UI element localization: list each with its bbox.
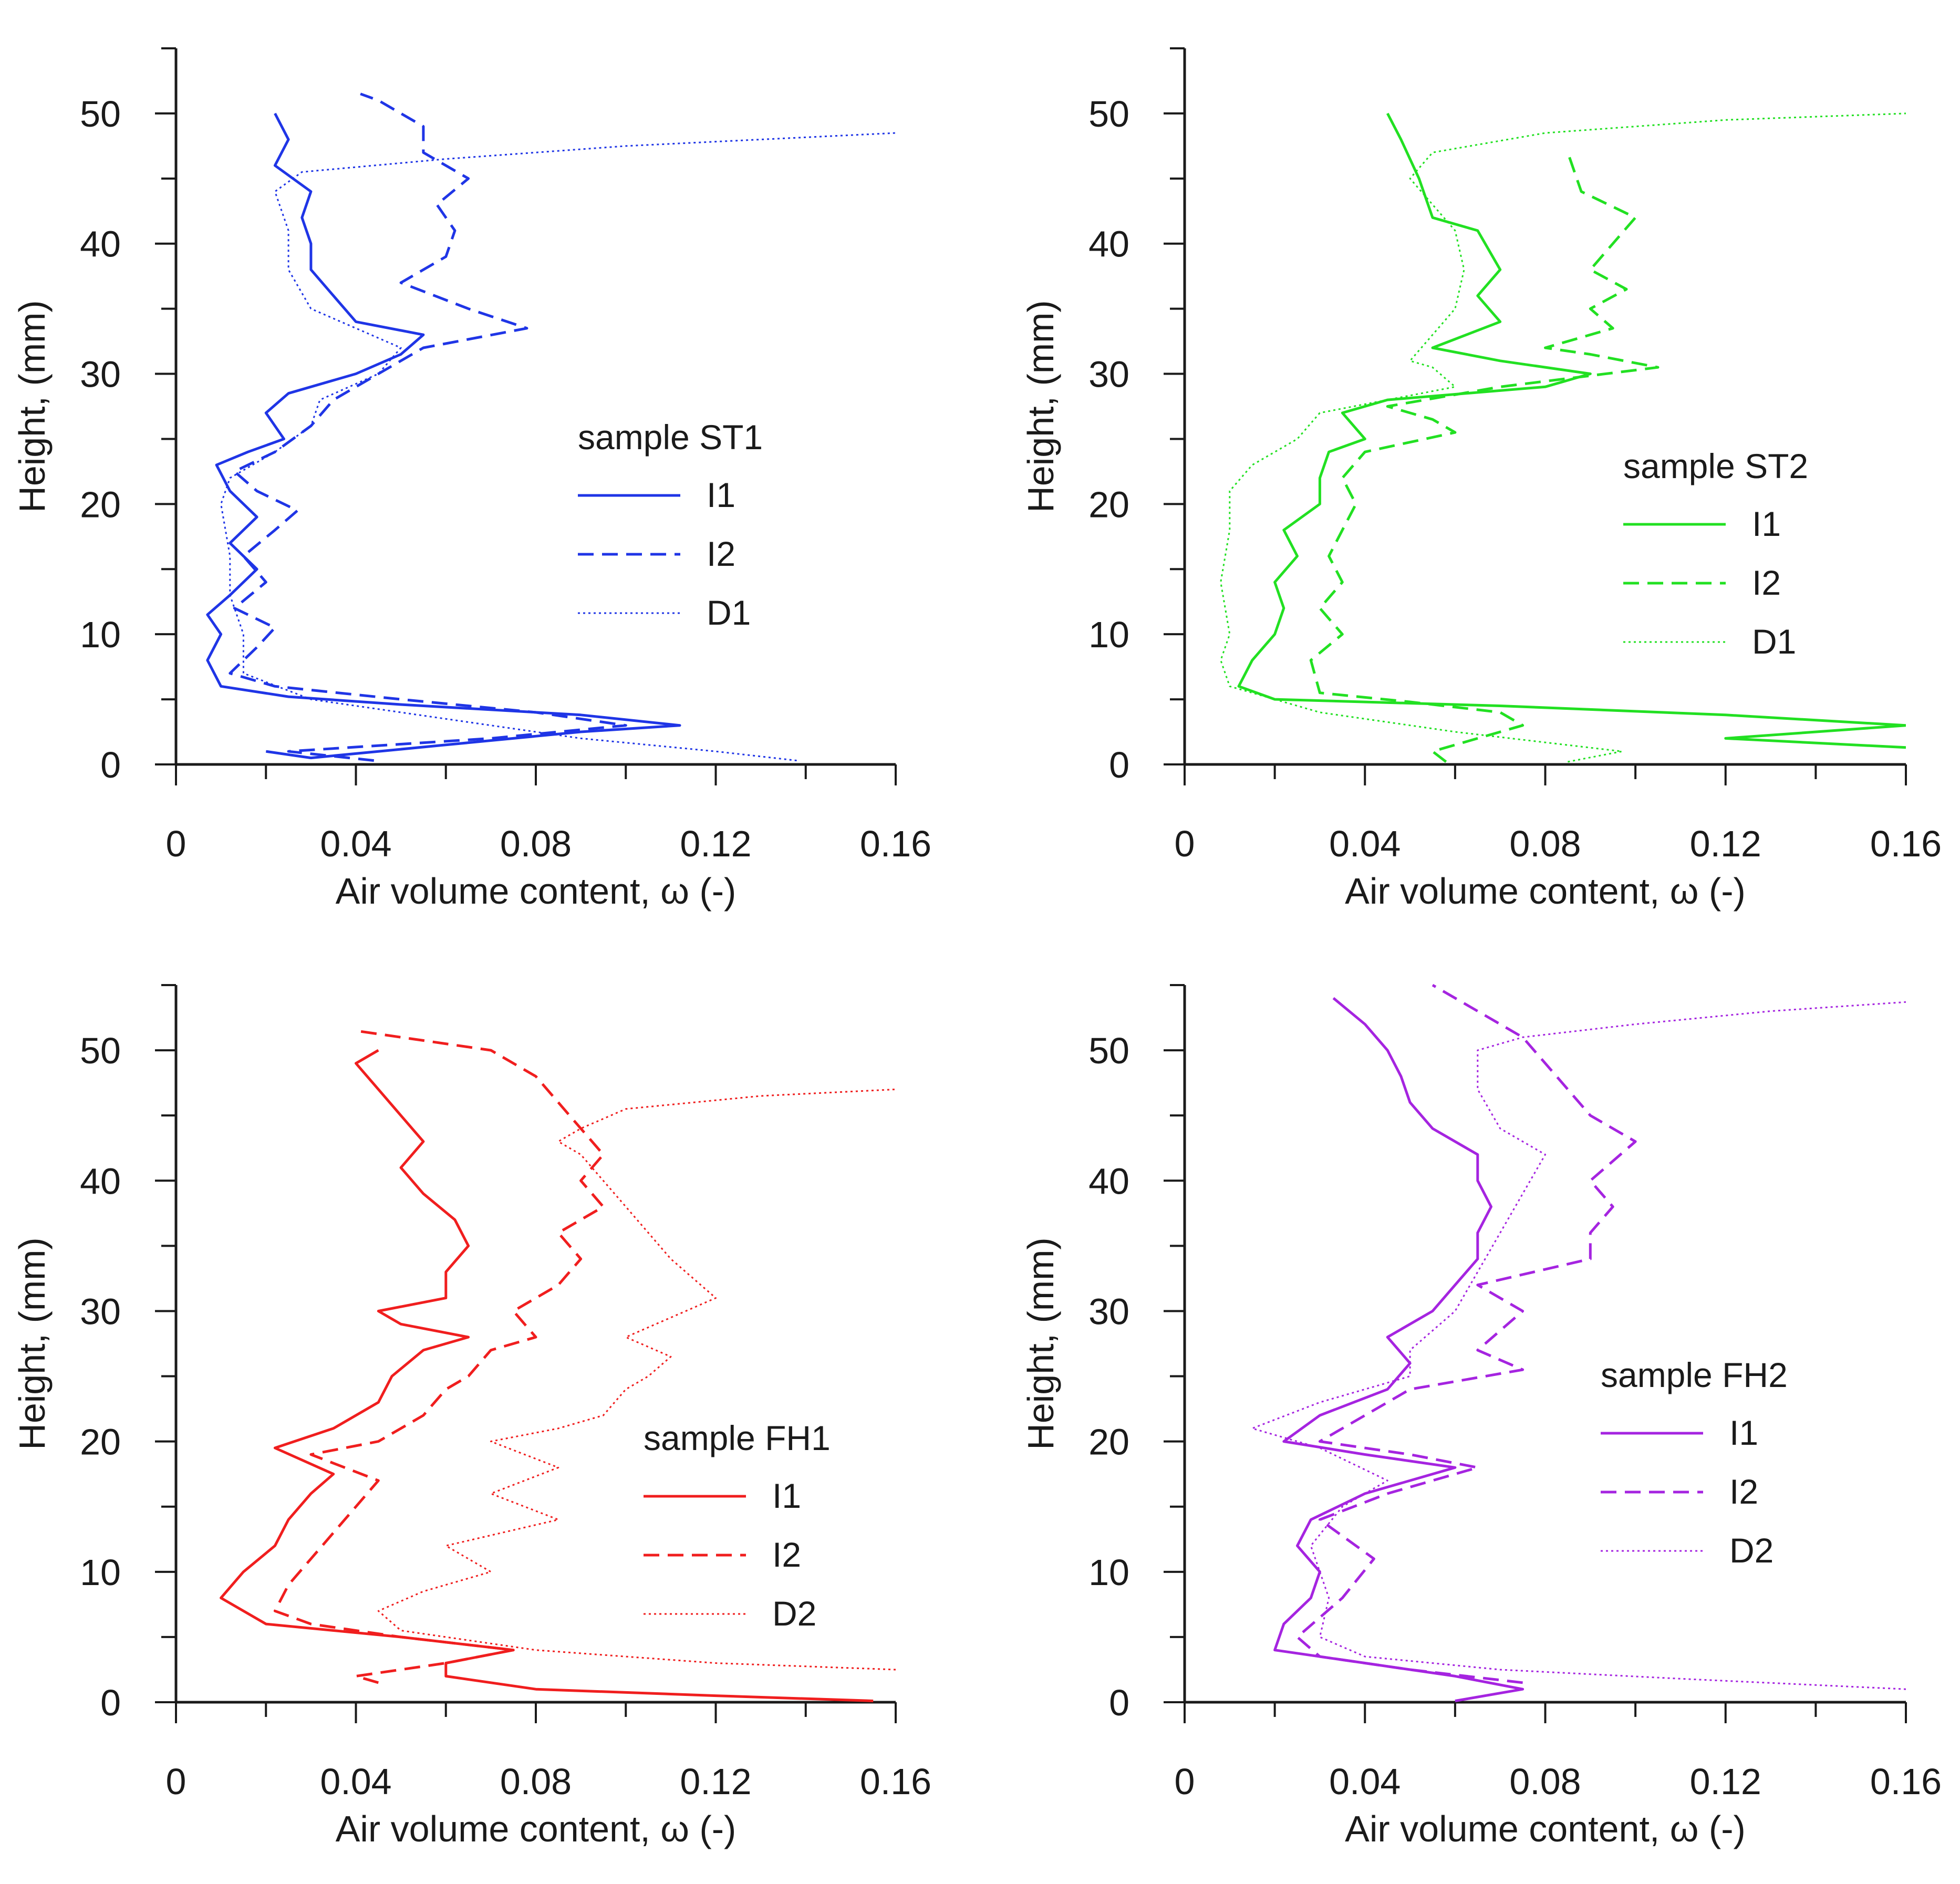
x-tick-label: 0 [166, 823, 186, 864]
x-tick-label: 0.16 [1870, 823, 1942, 864]
x-tick-label: 0.08 [1509, 1761, 1581, 1802]
series-line-i2 [1309, 152, 1660, 763]
x-tick-label: 0.12 [680, 1761, 751, 1802]
x-tick-label: 0.04 [320, 1761, 391, 1802]
series-line-i1 [1273, 997, 1525, 1702]
y-tick-label: 40 [80, 1161, 121, 1202]
x-tick-label: 0 [1175, 823, 1195, 864]
y-tick-label: 50 [80, 94, 121, 134]
x-tick-label: 0.12 [1690, 1761, 1761, 1802]
chart-panel-top-left: 0 0.04 0.08 0.12 0.16 0 10 20 30 40 50 Air volume c… [12, 47, 931, 912]
x-tick-label: 0.12 [1690, 823, 1761, 864]
chart-panel-bottom-left: 0 0.04 0.08 0.12 0.16 0 10 20 30 40 50 Air volume c… [12, 984, 931, 1849]
legend-title: sample ST2 [1623, 447, 1808, 485]
x-axis-title: Air volume content, ω (-) [336, 1808, 737, 1849]
legend-label-i2: I2 [707, 534, 735, 573]
legend-label-d1: D1 [707, 593, 751, 632]
y-tick-label: 0 [100, 744, 121, 785]
legend: sample FH2 I1 I2 D2 [1601, 1355, 1788, 1570]
legend: sample ST2 I1 I2 D1 [1623, 447, 1808, 661]
y-tick-label: 20 [1088, 1422, 1129, 1463]
x-tick-label: 0.12 [680, 823, 751, 864]
y-tick-label: 10 [1088, 1552, 1129, 1593]
y-tick-label: 20 [80, 484, 121, 525]
legend-label-i1: I1 [772, 1476, 801, 1515]
legend-label-i1: I1 [1729, 1413, 1758, 1452]
series-line-d2 [1251, 1001, 1906, 1690]
y-tick-label: 50 [1088, 94, 1129, 134]
series-line-i2 [1296, 984, 1637, 1684]
y-axis-title: Height, (mm) [1020, 300, 1061, 512]
y-tick-label: 40 [1088, 224, 1129, 265]
legend-label-i2: I2 [772, 1535, 801, 1574]
x-tick-label: 0.08 [500, 823, 572, 864]
y-tick-label: 40 [1088, 1161, 1129, 1202]
y-tick-label: 10 [80, 1552, 121, 1593]
y-axis-title: Height, (mm) [1020, 1237, 1061, 1450]
series-line-i2 [273, 1029, 605, 1684]
y-tick-label: 40 [80, 224, 121, 265]
y-axis-title: Height, (mm) [12, 1237, 53, 1450]
legend-label-d2: D2 [1729, 1531, 1774, 1570]
x-tick-label: 0.08 [500, 1761, 572, 1802]
x-tick-label: 0.04 [1329, 823, 1401, 864]
y-tick-label: 30 [1088, 354, 1129, 395]
x-tick-label: 0 [1175, 1761, 1195, 1802]
legend-label-i2: I2 [1752, 563, 1781, 602]
legend-label-d2: D2 [772, 1594, 816, 1633]
x-tick-label: 0.04 [1329, 1761, 1401, 1802]
legend-label-d1: D1 [1752, 622, 1796, 661]
legend-title: sample ST1 [578, 418, 763, 457]
x-tick-label: 0.16 [1870, 1761, 1942, 1802]
y-tick-label: 20 [80, 1422, 121, 1463]
legend: sample FH1 I1 I2 D2 [644, 1419, 831, 1633]
x-axis-title: Air volume content, ω (-) [336, 871, 737, 912]
series-line-d1 [220, 132, 896, 762]
legend-label-i2: I2 [1729, 1472, 1758, 1511]
chart-panel-bottom-right: 0 0.04 0.08 0.12 0.16 0 10 20 30 40 50 Air volume c… [1020, 984, 1942, 1849]
legend-label-i1: I1 [707, 475, 735, 514]
y-tick-label: 10 [80, 614, 121, 655]
x-tick-label: 0.16 [860, 823, 931, 864]
series-line-i1 [206, 112, 681, 760]
x-tick-label: 0.04 [320, 823, 391, 864]
legend: sample ST1 I1 I2 D1 [578, 418, 763, 632]
chart-panel-top-right: 0 0.04 0.08 0.12 0.16 0 10 20 30 40 50 Air volume c… [1020, 47, 1942, 912]
y-tick-label: 20 [1088, 484, 1129, 525]
y-tick-label: 50 [80, 1030, 121, 1071]
y-tick-label: 0 [1109, 744, 1129, 785]
series-line-i1 [1237, 112, 1906, 749]
x-tick-label: 0.08 [1509, 823, 1581, 864]
x-axis-title: Air volume content, ω (-) [1345, 871, 1746, 912]
legend-label-i1: I1 [1752, 504, 1781, 543]
y-tick-label: 30 [80, 1291, 121, 1332]
y-tick-label: 0 [100, 1682, 121, 1723]
y-tick-label: 50 [1088, 1030, 1129, 1071]
y-tick-label: 30 [80, 354, 121, 395]
series-line-d2 [377, 1089, 896, 1671]
series-line-d1 [1220, 112, 1906, 763]
x-axis-title: Air volume content, ω (-) [1345, 1808, 1746, 1849]
series-line-i2 [229, 92, 627, 762]
legend-title: sample FH1 [644, 1419, 831, 1457]
x-tick-label: 0.16 [860, 1761, 931, 1802]
y-tick-label: 30 [1088, 1291, 1129, 1332]
y-tick-label: 0 [1109, 1682, 1129, 1723]
legend-title: sample FH2 [1601, 1355, 1788, 1394]
y-tick-label: 10 [1088, 614, 1129, 655]
x-tick-label: 0 [166, 1761, 186, 1802]
y-axis-title: Height, (mm) [12, 300, 53, 512]
